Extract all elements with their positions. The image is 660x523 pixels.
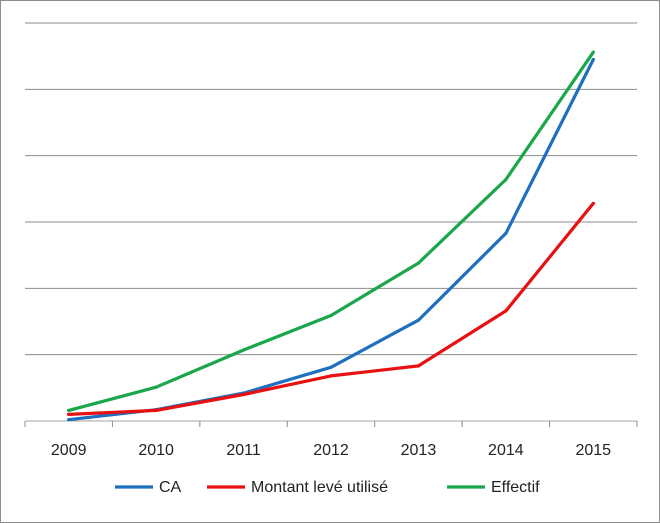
data-point: [591, 201, 595, 206]
data-point: [591, 50, 595, 54]
data-point: [154, 408, 158, 412]
data-point: [416, 364, 421, 368]
data-point: [154, 385, 158, 389]
data-point: [504, 177, 508, 182]
data-point: [504, 309, 508, 313]
data-point: [504, 231, 508, 235]
legend-label: Montant levé utilisé: [251, 479, 388, 496]
gridlines: [25, 22, 637, 422]
data-point: [329, 374, 333, 378]
data-point: [67, 412, 71, 416]
data-point: [416, 318, 421, 322]
legend-label: Effectif: [491, 479, 540, 496]
data-point: [241, 348, 246, 352]
data-point: [329, 313, 333, 318]
legend-label: CA: [159, 479, 182, 496]
data-point: [591, 57, 595, 62]
x-tick-label: 2010: [138, 442, 174, 459]
x-axis-ticks: 2009 2010 2011 2012 2013 2014 2015: [24, 421, 638, 459]
series-line-2: [67, 50, 595, 412]
data-point: [67, 418, 71, 422]
x-tick-label: 2009: [51, 442, 87, 459]
data-point: [416, 261, 421, 265]
data-point: [241, 392, 246, 397]
series-line-1: [67, 201, 595, 416]
x-tick-label: 2014: [488, 442, 524, 459]
data-point: [329, 365, 333, 369]
x-tick-label: 2011: [226, 442, 261, 459]
legend: CA Montant levé utilisé Effectif: [115, 479, 540, 496]
x-tick-label: 2012: [313, 442, 349, 459]
x-tick-label: 2013: [401, 442, 437, 459]
data-point: [67, 408, 71, 412]
plot-area: [67, 50, 595, 422]
x-tick-label: 2015: [575, 442, 611, 459]
